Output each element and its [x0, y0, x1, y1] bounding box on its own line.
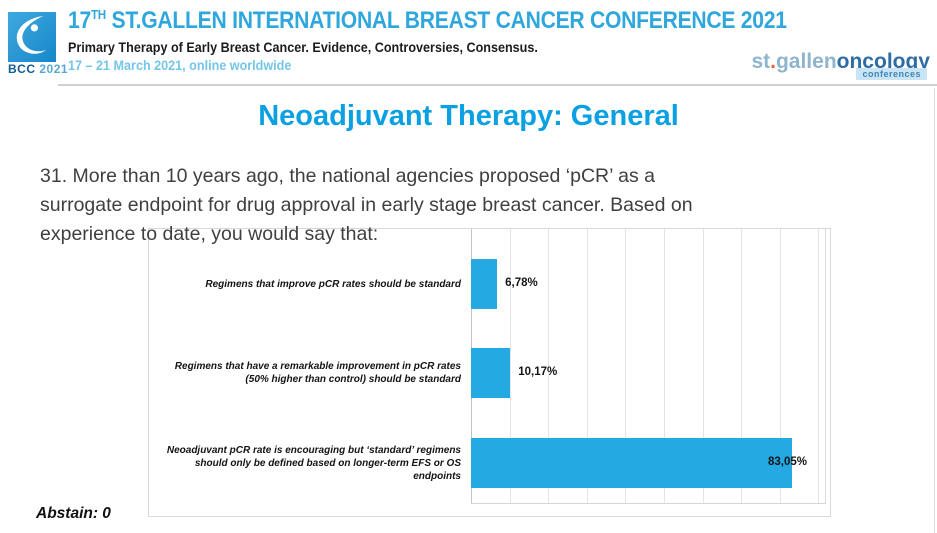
bcc-logo-text: BCC 2021 — [8, 62, 68, 76]
question-line-3: experience to date, you would say that: — [40, 223, 379, 245]
bcc-label: BCC — [8, 62, 36, 76]
bar-segment — [471, 438, 792, 488]
conferences-tag: conferences — [856, 68, 927, 80]
droplet-swoosh-icon — [16, 15, 47, 54]
gridline — [702, 229, 704, 504]
category-label: Regimens that have a remarkable improvem… — [174, 361, 461, 385]
question-line-1: 31. More than 10 years ago, the national… — [40, 165, 656, 187]
gridline — [586, 229, 588, 504]
abstain-count: Abstain: 0 — [36, 505, 111, 522]
conference-dates: 17 – 21 March 2021, online worldwide — [68, 57, 292, 73]
category-label: Regimens that improve pCR rates should b… — [205, 278, 461, 290]
gridline — [625, 229, 627, 504]
header-divider — [58, 84, 937, 86]
gridline — [779, 229, 781, 504]
question-text: 31. More than 10 years ago, the national… — [40, 162, 693, 249]
gridline — [663, 229, 665, 504]
category-label: Neoadjuvant pCR rate is encouraging but … — [166, 444, 461, 482]
bar-segment — [471, 348, 511, 398]
screen-edge-line — [934, 88, 935, 533]
value-label: 6,78% — [505, 277, 538, 289]
bcc-year: 2021 — [39, 62, 69, 76]
value-label: 83,05% — [768, 456, 808, 468]
conference-title: 17TH ST.GALLEN INTERNATIONAL BREAST CANC… — [68, 7, 787, 34]
conference-subtitle: Primary Therapy of Early Breast Cancer. … — [68, 39, 538, 55]
gridline — [818, 229, 820, 504]
page-title: Neoadjuvant Therapy: General — [258, 100, 679, 132]
poll-results-chart: Regimens that improve pCR rates should b… — [148, 228, 831, 517]
x-axis-line — [471, 503, 826, 504]
stgallen-oncology-logo: st.gallenoncology — [751, 50, 930, 73]
gridline — [741, 229, 743, 504]
value-label: 10,17% — [518, 366, 558, 378]
ordinal-sup: TH — [90, 7, 106, 22]
bar-segment — [471, 259, 498, 309]
question-line-2: surrogate endpoint for drug approval in … — [40, 194, 693, 216]
bcc-logo — [8, 12, 56, 62]
plot-right-border — [825, 229, 826, 504]
orange-dot: . — [770, 50, 776, 73]
gridline — [548, 229, 550, 504]
